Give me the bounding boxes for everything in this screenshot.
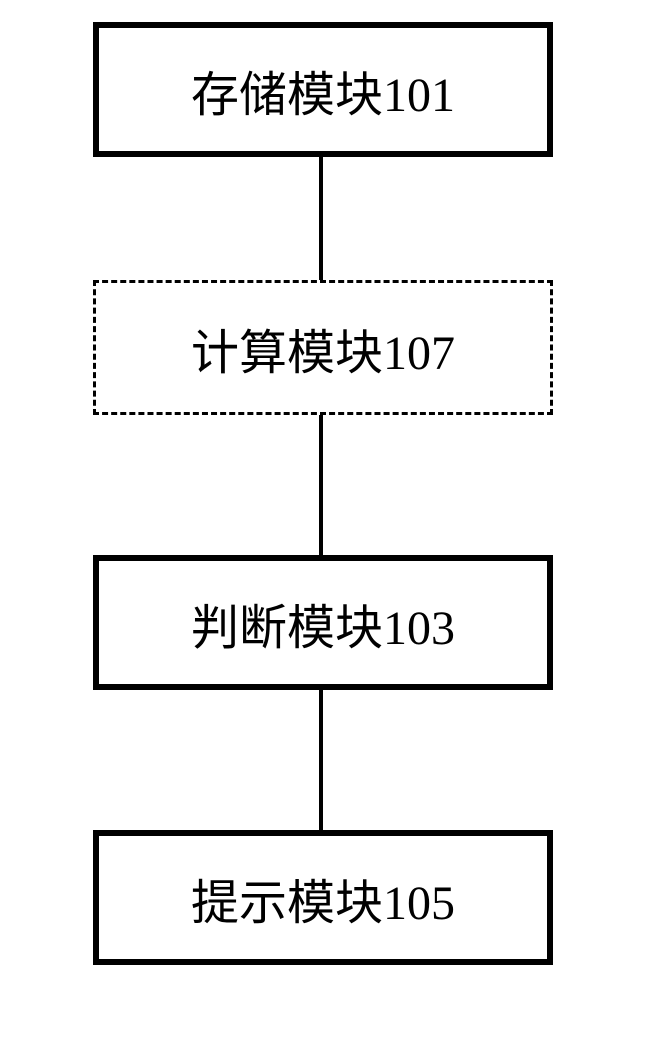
node-prompt-module: 提示模块105 <box>93 830 553 965</box>
node-storage-module: 存储模块101 <box>93 22 553 157</box>
edge-1-2 <box>319 157 323 280</box>
diagram-canvas: 存储模块101 计算模块107 判断模块103 提示模块105 <box>0 0 657 1055</box>
node-judge-module: 判断模块103 <box>93 555 553 690</box>
edge-3-4 <box>319 690 323 830</box>
node-compute-module: 计算模块107 <box>93 280 553 415</box>
edge-2-3 <box>319 415 323 555</box>
